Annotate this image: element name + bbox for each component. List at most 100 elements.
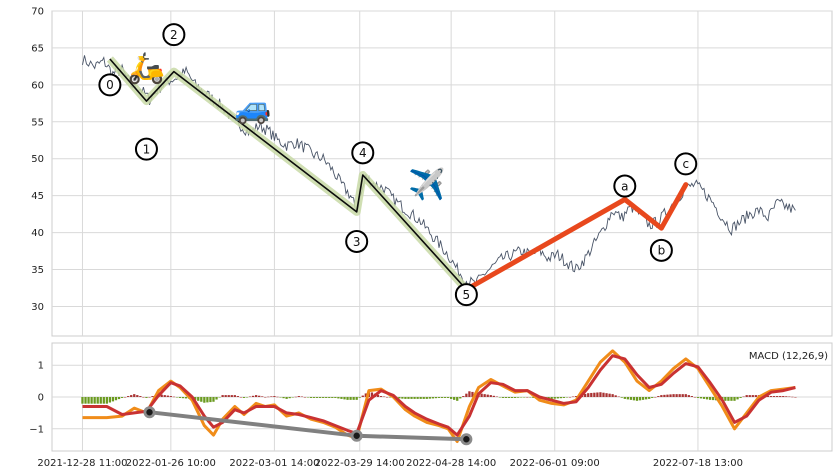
macd-histogram-bar [355,397,358,400]
macd-histogram-bar [215,397,218,400]
macd-histogram-bar [352,397,355,400]
x-tick-label: 2021-12-28 11:00 [37,458,127,469]
macd-histogram-bar [312,397,316,398]
macd-histogram-bar [96,397,99,404]
macd-histogram-bar [745,395,748,397]
macd-histogram-bar [678,394,681,397]
macd-histogram-bar [772,396,776,397]
macd-histogram-bar [303,397,307,398]
wave-marker-circle [454,283,478,307]
wave-marker-circle [674,152,698,176]
macd-histogram-bar [434,397,438,399]
macd-histogram-bar [105,397,108,404]
macd-histogram-bar [279,397,282,398]
macd-histogram-bar [690,396,693,397]
macd-histogram-bar [565,397,569,398]
macd-histogram-bar [440,397,444,398]
macd-histogram-bar [657,396,660,397]
macd-histogram-bar [389,397,392,398]
macd-histogram-bar [120,397,124,398]
wave-label-text: 2 [170,28,178,42]
macd-histogram-bar [687,395,690,397]
macd-histogram-bar [233,395,236,397]
wave-point-5: 5 [454,283,478,307]
macd-histogram-bar [510,397,514,398]
macd-histogram-bar [462,396,465,397]
macd-histogram-bar [285,397,288,399]
macd-histogram-bar [325,397,328,398]
macd-histogram-bar [343,397,346,400]
macd-histogram-bar [221,395,224,397]
macd-histogram-bar [117,397,121,400]
macd-histogram-bar [492,395,495,397]
macd-histogram-bar [270,396,273,397]
macd-histogram-bar [593,392,596,397]
macd-histogram-bar [672,394,675,397]
macd-histogram-bar [571,396,575,398]
macd-histogram-bar [108,397,112,403]
wave-point-4: 4 [351,141,375,165]
macd-histogram-bar [669,394,672,397]
macd-histogram-bar [203,397,206,403]
macd-histogram-bar [230,395,233,397]
macd-histogram-bar [404,397,407,399]
macd-histogram-bar [696,397,700,398]
macd-histogram-bar [309,397,313,398]
macd-histogram-bar [751,395,754,397]
wave-label-text: 3 [353,235,361,249]
macd-histogram-bar [736,397,739,400]
macd-histogram-bar [465,393,468,397]
macd-histogram-bar [151,396,154,397]
x-tick-label: 2022-03-29 14:00 [315,458,405,469]
macd-histogram-bar [382,396,386,398]
macd-histogram-bar [318,397,322,398]
macd-histogram-bar [553,397,556,399]
macd-histogram-bar [449,397,453,399]
macd-histogram-bar [766,395,770,397]
macd-histogram-bar [517,397,520,398]
macd-histogram-bar [322,397,325,398]
macd-histogram-bar [599,392,602,397]
macd-histogram-bar [81,397,84,404]
macd-histogram-bar [410,397,413,399]
macd-histogram-bar [273,396,276,397]
macd-histogram-bar [562,397,566,398]
macd-histogram-bar [620,397,623,398]
macd-histogram-bar [328,397,331,398]
macd-histogram-bar [84,397,87,404]
macd-histogram-bar [468,391,471,397]
macd-histogram-bar [705,397,709,400]
macd-histogram-bar [102,397,105,404]
macd-histogram-bar [486,394,489,397]
macd-histogram-bar [337,397,340,399]
wave-marker-circle [162,23,186,47]
macd-histogram-bar [739,397,742,398]
macd-histogram-bar [654,397,657,398]
macd-histogram-bar [727,397,730,401]
macd-histogram-bar [379,396,383,397]
wave-label-text: 5 [463,288,471,302]
macd-histogram-bar [364,393,367,397]
macd-histogram-bar [453,397,456,400]
macd-histogram-bar [568,397,572,398]
wave-point-0: 0 [98,73,122,97]
macd-histogram-bar [651,397,654,398]
macd-histogram-bar [791,396,794,398]
macd-histogram-bar [212,397,215,402]
macd-panel: −1 0 1 MACD (12,26,9) [29,342,833,452]
macd-histogram-bar [166,395,169,397]
x-tick-label: 2022-03-01 14:00 [229,458,319,469]
macd-histogram-bar [785,396,788,397]
macd-histogram-bar [245,397,249,398]
macd-histogram-bar [133,394,136,397]
macd-histogram-bar [99,397,102,404]
macd-histogram-bar [422,397,425,399]
wave-marker-circle [345,229,369,253]
macd-histogram-bar [779,396,782,397]
macd-histogram-bar [626,397,630,400]
wave-point-1: 1 [134,137,158,161]
macd-histogram-bar [635,397,639,401]
macd-histogram-bar [178,397,182,398]
macd-histogram-bar [264,397,267,398]
